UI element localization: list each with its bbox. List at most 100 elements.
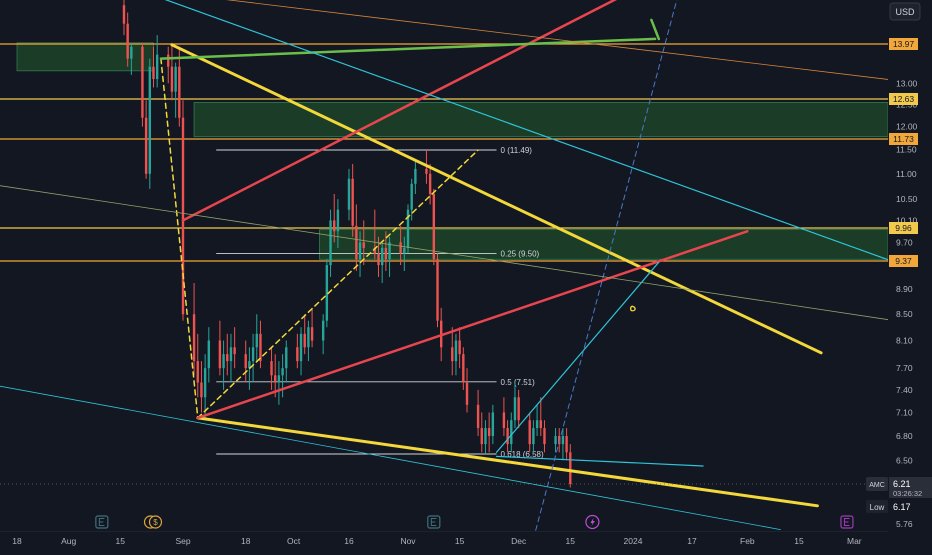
candle-body-80: [535, 420, 539, 429]
symbol-label: AMC: [869, 482, 885, 489]
x-tick-9: Dec: [511, 536, 527, 546]
dividend-coin-glyph: $: [153, 518, 158, 527]
split-bolt-icon[interactable]: [585, 514, 600, 530]
candle-body-49: [377, 253, 380, 266]
last-price-value: 6.21: [893, 479, 911, 489]
candle-body-16: [203, 368, 207, 398]
candle-body-66: [462, 354, 465, 383]
y-tick-4: 11.00: [896, 169, 917, 179]
trendline-1[interactable]: [196, 416, 819, 508]
y-tick-11: 7.70: [896, 363, 913, 373]
x-tick-2: 15: [116, 536, 126, 546]
candle-body-10: [174, 66, 177, 92]
candle-body-37: [310, 327, 314, 341]
low-value: 6.17: [893, 502, 911, 512]
y-tick-2: 12.00: [896, 122, 918, 132]
candle-body-40: [329, 220, 332, 266]
low-badge: [866, 500, 888, 513]
x-tick-7: Nov: [400, 536, 416, 546]
earnings-e-icon-2[interactable]: [427, 515, 441, 529]
trendline-14[interactable]: [183, 0, 896, 81]
candle-body-58: [425, 168, 428, 174]
trendline-0[interactable]: [170, 43, 823, 355]
trendline-3[interactable]: [160, 57, 199, 419]
trendline-2[interactable]: [197, 149, 479, 419]
candle-body-44: [351, 178, 354, 226]
level-badge-0: [889, 38, 918, 50]
level-badge-label-3: 9.96: [895, 223, 912, 233]
candle-body-87: [569, 452, 572, 484]
candle-body-83: [554, 436, 557, 445]
candle-body-79: [532, 428, 535, 445]
candle-body-17: [207, 340, 211, 369]
trendline-11[interactable]: [0, 372, 781, 530]
level-badges: 13.97 12.63 11.73 9.96 9.37: [889, 38, 918, 267]
candle-body-23: [244, 354, 247, 369]
y-tick-9: 8.50: [896, 309, 913, 319]
candle-body-7: [155, 54, 159, 80]
candle-body-13: [192, 314, 196, 362]
x-tick-12: 17: [687, 536, 697, 546]
y-tick-8: 8.90: [896, 284, 913, 294]
level-badge-label-2: 11.73: [893, 134, 914, 144]
candle-body-51: [384, 247, 388, 260]
level-badge-label-4: 9.37: [895, 256, 912, 266]
candle-body-65: [458, 340, 461, 355]
trendline-13[interactable]: [0, 174, 896, 322]
candle-body-29: [274, 375, 277, 383]
candle-body-32: [285, 347, 288, 369]
candle-body-15: [200, 382, 203, 398]
candle-body-41: [333, 220, 336, 232]
candle-body-33: [296, 347, 299, 362]
candle-body-74: [506, 428, 509, 445]
trendline-5[interactable]: [196, 230, 749, 420]
trendline-10[interactable]: [495, 455, 704, 467]
candle-body-57: [414, 168, 417, 184]
dividend-coin-icon-2[interactable]: [148, 515, 163, 529]
candle-body-3: [141, 46, 144, 118]
low-value-badge: [889, 500, 932, 513]
candle-body-28: [270, 361, 273, 376]
y-axis-ticks: 13.0012.5012.0011.5011.0010.5010.109.708…: [896, 78, 918, 529]
trendline-7[interactable]: [650, 18, 661, 41]
fib-label-0: 0 (11.49): [501, 146, 533, 155]
y-tick-7: 9.70: [896, 237, 913, 247]
candle-body-60: [432, 194, 436, 260]
currency-button[interactable]: [889, 2, 921, 21]
level-badge-label-0: 13.97: [893, 39, 915, 49]
y-tick-6: 10.10: [896, 215, 918, 225]
candle-body-69: [480, 428, 483, 445]
candle-body-42: [336, 209, 340, 232]
candle-body-34: [299, 333, 303, 362]
trendline-6[interactable]: [159, 37, 657, 60]
earnings-e-icon-4[interactable]: [840, 515, 854, 529]
x-tick-6: 16: [344, 536, 354, 546]
level-badge-1: [889, 93, 918, 105]
trendline-9[interactable]: [495, 261, 660, 453]
candle-body-47: [362, 242, 365, 248]
zone-2: [319, 229, 889, 260]
trendline-4[interactable]: [181, 0, 618, 222]
event-markers[interactable]: $: [95, 514, 854, 530]
fib-label-0.25: 0.25 (9.50): [501, 250, 540, 259]
trendline-8[interactable]: [161, 0, 896, 263]
x-tick-11: 2024: [624, 536, 643, 546]
candle-body-76: [513, 397, 517, 421]
candle-body-20: [226, 354, 229, 362]
candle-body-12: [181, 117, 185, 315]
candle-body-1: [126, 23, 129, 59]
candle-body-86: [565, 436, 568, 453]
earnings-e-icon-0[interactable]: [95, 515, 109, 529]
time-axis[interactable]: [0, 532, 888, 550]
trendlines-layer: [0, 0, 896, 540]
trendline-12[interactable]: [532, 0, 678, 540]
levels-layer: [0, 43, 888, 262]
candle-body-27: [259, 333, 262, 362]
candle-body-55: [406, 209, 410, 248]
candle-body-2: [130, 46, 133, 59]
x-tick-0: 18: [12, 536, 22, 546]
candle-body-11: [178, 66, 181, 118]
candle-body-85: [561, 436, 565, 445]
